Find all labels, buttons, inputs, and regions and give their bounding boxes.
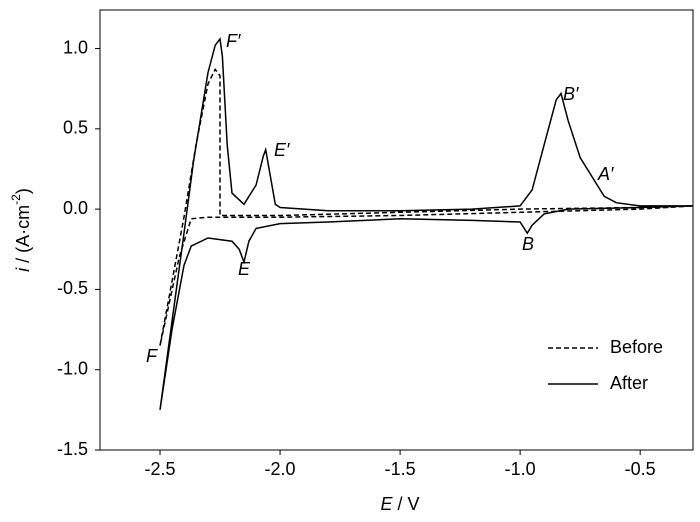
annotation: E xyxy=(238,259,251,279)
x-axis-unit: / V xyxy=(393,494,420,514)
series-line xyxy=(159,67,694,346)
x-axis-symbol: E xyxy=(380,494,393,514)
y-tick-label: -1.5 xyxy=(57,439,88,459)
annotation: B′ xyxy=(563,84,579,104)
x-tick-label: -0.5 xyxy=(625,459,656,479)
series-line xyxy=(159,36,694,411)
legend-label: After xyxy=(610,373,648,393)
y-tick-label: 0.5 xyxy=(63,118,88,138)
y-axis-label: i / (A·cm-2) xyxy=(9,188,33,272)
x-tick-label: -1.0 xyxy=(505,459,536,479)
y-tick-label: 1.0 xyxy=(63,37,88,57)
y-tick-label: -0.5 xyxy=(57,278,88,298)
y-axis-exponent: -2 xyxy=(9,194,23,205)
annotation: F xyxy=(146,346,158,366)
annotation: B xyxy=(522,234,534,254)
y-tick-label: -1.0 xyxy=(57,358,88,378)
legend-label: Before xyxy=(610,337,663,357)
annotation: E′ xyxy=(274,140,290,160)
y-axis-symbol: i xyxy=(13,267,33,272)
x-axis-label: E / V xyxy=(380,494,419,514)
y-axis-unit: / (A·cm xyxy=(13,205,33,268)
annotation: A′ xyxy=(597,164,614,184)
plot-frame xyxy=(99,9,694,451)
y-axis-close: ) xyxy=(13,188,33,194)
annotation: F′ xyxy=(226,31,241,51)
x-tick-label: -1.5 xyxy=(385,459,416,479)
x-tick-label: -2.0 xyxy=(265,459,296,479)
y-tick-label: 0.0 xyxy=(63,198,88,218)
x-tick-label: -2.5 xyxy=(145,459,176,479)
